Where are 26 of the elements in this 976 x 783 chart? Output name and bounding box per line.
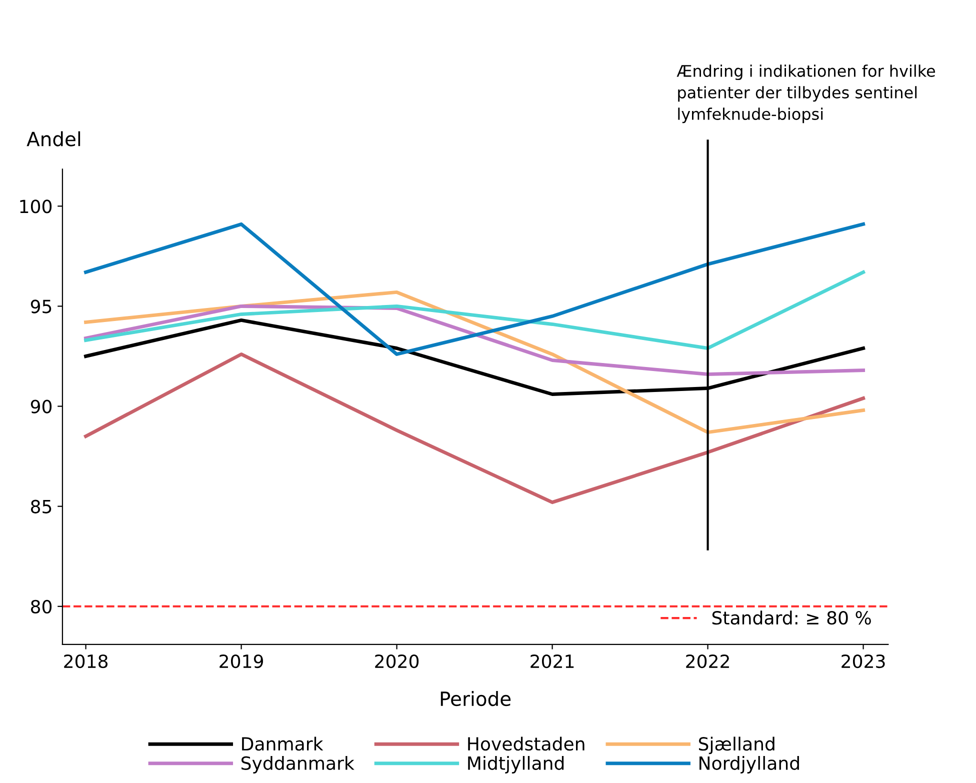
x-tick-label: 2018 bbox=[64, 654, 108, 668]
ref-line-label: Ændring i indikationen for hvilke patienter der tilbydes sentinel lymfeknude-biopsi bbox=[676, 64, 936, 124]
y-tick-label: 100 bbox=[20, 200, 52, 214]
legend-label: Sjælland bbox=[698, 736, 774, 754]
x-tick-label: 2022 bbox=[686, 654, 729, 668]
x-tick-label: 2020 bbox=[375, 654, 419, 668]
y-tick-label: 80 bbox=[30, 600, 52, 614]
y-axis-title: Andel bbox=[26, 131, 80, 146]
line-series bbox=[84, 290, 866, 434]
legend-label: Danmark bbox=[242, 736, 324, 751]
legend-label: Midtjylland bbox=[468, 756, 564, 774]
line-series bbox=[84, 352, 866, 504]
x-axis-title: Periode bbox=[440, 691, 511, 706]
legend-label: Syddanmark bbox=[242, 756, 354, 774]
y-tick-label: 95 bbox=[30, 300, 52, 314]
y-tick-label: 90 bbox=[30, 400, 52, 414]
x-tick-label: 2023 bbox=[842, 654, 885, 668]
legend-label: Hovedstaden bbox=[468, 736, 584, 751]
legend-label: Nordjylland bbox=[700, 756, 799, 774]
line-series bbox=[84, 304, 866, 376]
line-series bbox=[84, 270, 866, 350]
y-tick-label: 85 bbox=[30, 500, 52, 514]
ref-line-label: Standard: ≥ 80 % bbox=[712, 610, 871, 625]
x-tick-label: 2019 bbox=[220, 654, 263, 668]
line-series bbox=[84, 222, 866, 356]
x-tick-label: 2021 bbox=[530, 654, 574, 668]
